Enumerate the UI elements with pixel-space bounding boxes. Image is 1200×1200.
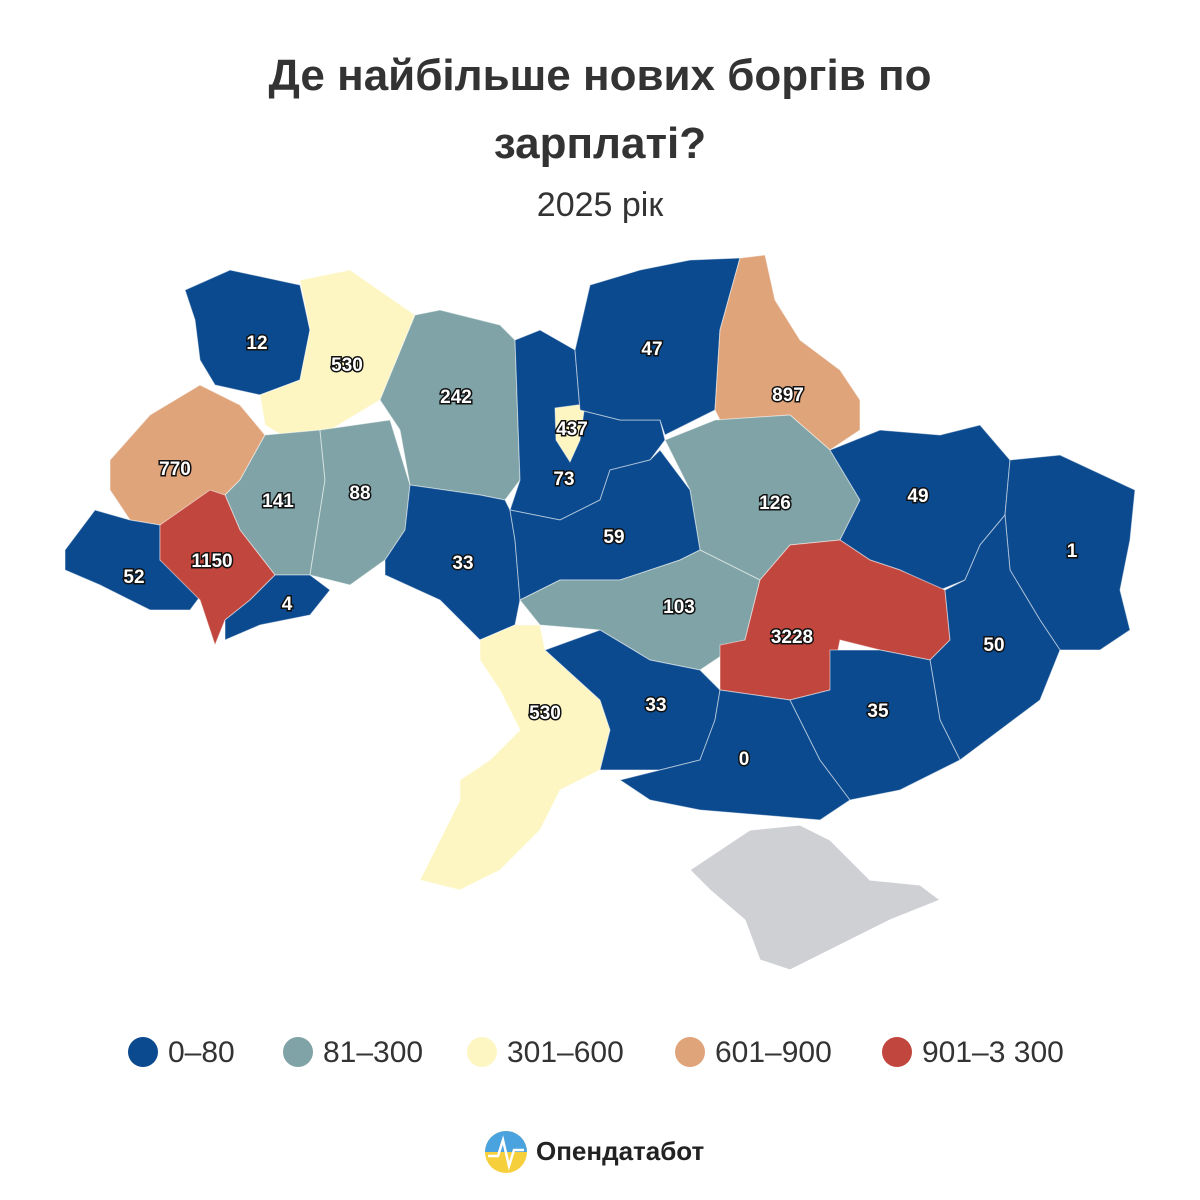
region — [789, 649, 961, 801]
legend-swatch — [283, 1037, 313, 1067]
region-value: 1 — [1067, 541, 1078, 562]
region — [224, 574, 331, 641]
region-value: 897 — [772, 385, 804, 406]
legend-swatch — [467, 1037, 497, 1067]
region — [929, 513, 1061, 761]
region-value: 59 — [603, 527, 624, 548]
region-value: 4 — [282, 594, 293, 615]
region-value: 3228 — [771, 627, 813, 648]
region-value: 530 — [331, 355, 363, 376]
legend: 0–80 81–300 301–600 601–900 901–3 300 — [128, 1036, 1064, 1069]
region-value: 50 — [983, 635, 1004, 656]
region-value: 47 — [641, 339, 662, 360]
region-value: 141 — [262, 491, 294, 512]
region-value: 88 — [349, 483, 370, 504]
legend-label: 901–3 300 — [922, 1036, 1064, 1069]
subtitle: 2025 рік — [536, 186, 664, 224]
legend-label: 301–600 — [507, 1036, 624, 1069]
legend-label: 81–300 — [323, 1036, 423, 1069]
region-value: 126 — [759, 493, 791, 514]
region-value: 0 — [739, 749, 750, 770]
legend-swatch — [675, 1037, 705, 1067]
region-value: 33 — [645, 695, 666, 716]
region-value: 770 — [159, 459, 191, 480]
region-value: 73 — [553, 469, 574, 490]
region-value: 33 — [452, 553, 473, 574]
region — [714, 254, 861, 451]
legend-label: 601–900 — [715, 1036, 832, 1069]
region-value: 52 — [123, 567, 144, 588]
region-value: 12 — [246, 333, 267, 354]
region-value: 242 — [440, 387, 472, 408]
legend-swatch — [128, 1037, 158, 1067]
legend-swatch — [882, 1037, 912, 1067]
region-value: 1150 — [191, 551, 232, 572]
region-value: 437 — [556, 419, 588, 440]
region-value: 49 — [907, 486, 928, 507]
title: Де найбільше нових боргів по зарплаті? — [268, 51, 932, 168]
region-value: 103 — [663, 597, 695, 618]
brand-logo — [485, 1131, 527, 1173]
labels: 12 530 242 73 437 47 897 770 141 88 126 49 1 52 1150 4 3… — [122, 332, 1079, 772]
regions — [64, 254, 1136, 891]
crimea — [689, 824, 942, 971]
legend-label: 0–80 — [168, 1036, 235, 1069]
region-value: 35 — [867, 701, 889, 722]
brand-name: Опендатабот — [536, 1136, 705, 1166]
region-value: 530 — [529, 703, 561, 724]
